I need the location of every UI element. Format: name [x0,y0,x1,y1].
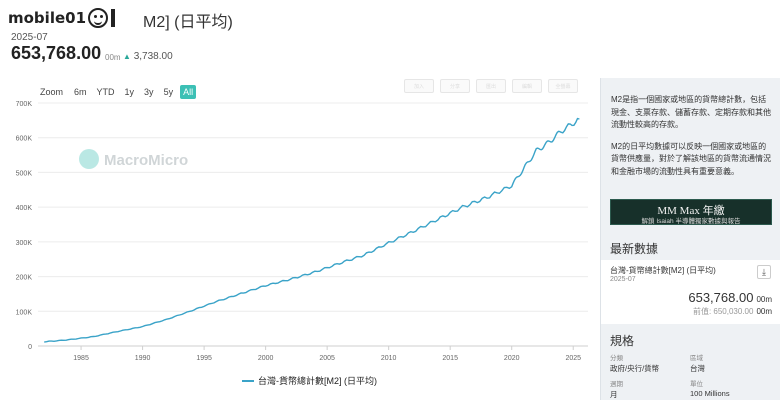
latest-series-name[interactable]: 台灣-貨幣總計數[M2] (日平均) [610,266,716,275]
mm-max-banner[interactable]: MM Max 年繳 解鎖 Isaiah 半導體獨家數據與報告 [610,199,772,225]
x-tick-label: 1995 [196,355,212,362]
range-3y-button[interactable]: 3y [144,87,154,97]
share-button[interactable]: 分享 [440,79,470,93]
edit-button[interactable]: 編輯 [512,79,542,93]
legend-label: 台灣-貨幣總計數[M2] (日平均) [258,376,377,386]
line-chart: MacroMicro 0 100K 200K 300K 400K 500K 600K 700K… [16,101,588,362]
series-line[interactable] [44,117,580,343]
x-tick-label: 2010 [381,355,397,362]
latest-series-value-number: 653,768.00 [688,290,754,305]
spec-region-value[interactable]: 台灣 [690,364,705,373]
y-tick-label: 100K [16,309,33,316]
spec-unit-value: 100 Millions [690,389,730,398]
chart-toolbar: 加入 分享 匯出 編輯 全螢幕 [404,79,578,93]
previous-value-label: 前值: 650,030.00 [692,307,754,316]
spec-period-value: 月 [610,390,618,399]
range-ytd-button[interactable]: YTD [96,87,115,97]
latest-series-unit: 00m [756,295,772,304]
range-all-button[interactable]: All [180,85,197,99]
watermark: MacroMicro [79,149,188,169]
y-tick-label: 0 [28,344,32,351]
description-para-2: M2的日平均數據可以反映一個國家或地區的貨幣供應量，對於了解該地區的貨幣流通情況… [611,141,771,176]
y-tick-label: 400K [16,205,33,212]
latest-date: 2025-07 [11,32,48,43]
y-tick-label: 600K [16,136,33,143]
spec-period-key: 週期 [610,381,623,388]
y-tick-label: 300K [16,240,33,247]
y-tick-label: 700K [16,101,33,108]
range-selector: Zoom 6m YTD 1y 3y 5y All [40,85,197,99]
spec-category-key: 分類 [610,355,623,362]
fullscreen-button[interactable]: 全螢幕 [548,79,578,93]
latest-value: 653,768.00 [11,43,102,63]
x-tick-label: 2005 [319,355,335,362]
spec-grid: 分類政府/央行/貨幣 區域台灣 週期月 單位 100 Millions [610,352,775,400]
latest-heading: 最新數據 [610,242,659,256]
chart-area [0,68,600,400]
banner-title: MM Max 年繳 [657,205,725,217]
y-tick-label: 500K [16,170,33,177]
up-triangle-icon: ▲ [123,52,131,61]
x-tick-label: 2025 [565,355,581,362]
smiley-icon [88,8,109,28]
latest-series-value: 653,768.00 00m [688,290,772,305]
description-para-1: M2是指一個國家或地區的貨幣總計數，包括現金、支票存款、儲蓄存款、定期存款和其他… [611,95,771,129]
header: mobile01 M2] (日平均) 2025-07 653,768.00 00… [0,0,780,68]
range-5y-button[interactable]: 5y [163,87,174,97]
x-tick-label: 2020 [504,355,520,362]
export-button[interactable]: 匯出 [476,79,506,93]
legend-line-icon [242,379,254,382]
x-tick-label: 2000 [258,355,274,362]
range-1y-button[interactable]: 1y [124,87,135,97]
macromicro-logo-icon [79,149,99,169]
mobile01-logo[interactable]: mobile01 [8,7,116,29]
page-title: M2] (日平均) [143,14,233,31]
download-icon[interactable]: ⤓ [757,265,771,279]
y-tick-label: 200K [16,275,33,282]
previous-value: 前值: 650,030.00 00m [693,306,772,317]
logo-bar-icon [111,9,116,27]
zoom-label: Zoom [40,87,64,97]
range-6m-button[interactable]: 6m [74,87,87,97]
legend[interactable]: 台灣-貨幣總計數[M2] (日平均) [242,374,377,387]
latest-series-date: 2025-07 [610,276,636,283]
spec-heading: 規格 [610,334,635,348]
add-button[interactable]: 加入 [404,79,434,93]
spec-category-value[interactable]: 政府/央行/貨幣 [610,364,660,373]
x-tick-label: 2015 [442,355,458,362]
x-tick-label: 1985 [73,355,89,362]
watermark-text: MacroMicro [104,152,188,169]
logo-text: mobile01 [8,9,87,27]
x-tick-label: 1990 [135,355,151,362]
description: M2是指一個國家或地區的貨幣總計數，包括現金、支票存款、儲蓄存款、定期存款和其他… [611,94,773,178]
banner-subtitle: 解鎖 Isaiah 半導體獨家數據與報告 [641,218,741,225]
sidebar: M2是指一個國家或地區的貨幣總計數，包括現金、支票存款、儲蓄存款、定期存款和其他… [600,78,780,400]
change-value: ▲ 3,738.00 [123,51,173,62]
spec-region-key: 區域 [690,355,703,362]
spec-unit-key: 單位 [690,381,703,388]
change-amount: 3,738.00 [133,51,173,62]
previous-value-unit: 00m [756,307,772,316]
latest-unit: 00m [105,53,121,62]
latest-data-card: 台灣-貨幣總計數[M2] (日平均) 2025-07 ⤓ 653,768.00 0… [601,260,780,324]
